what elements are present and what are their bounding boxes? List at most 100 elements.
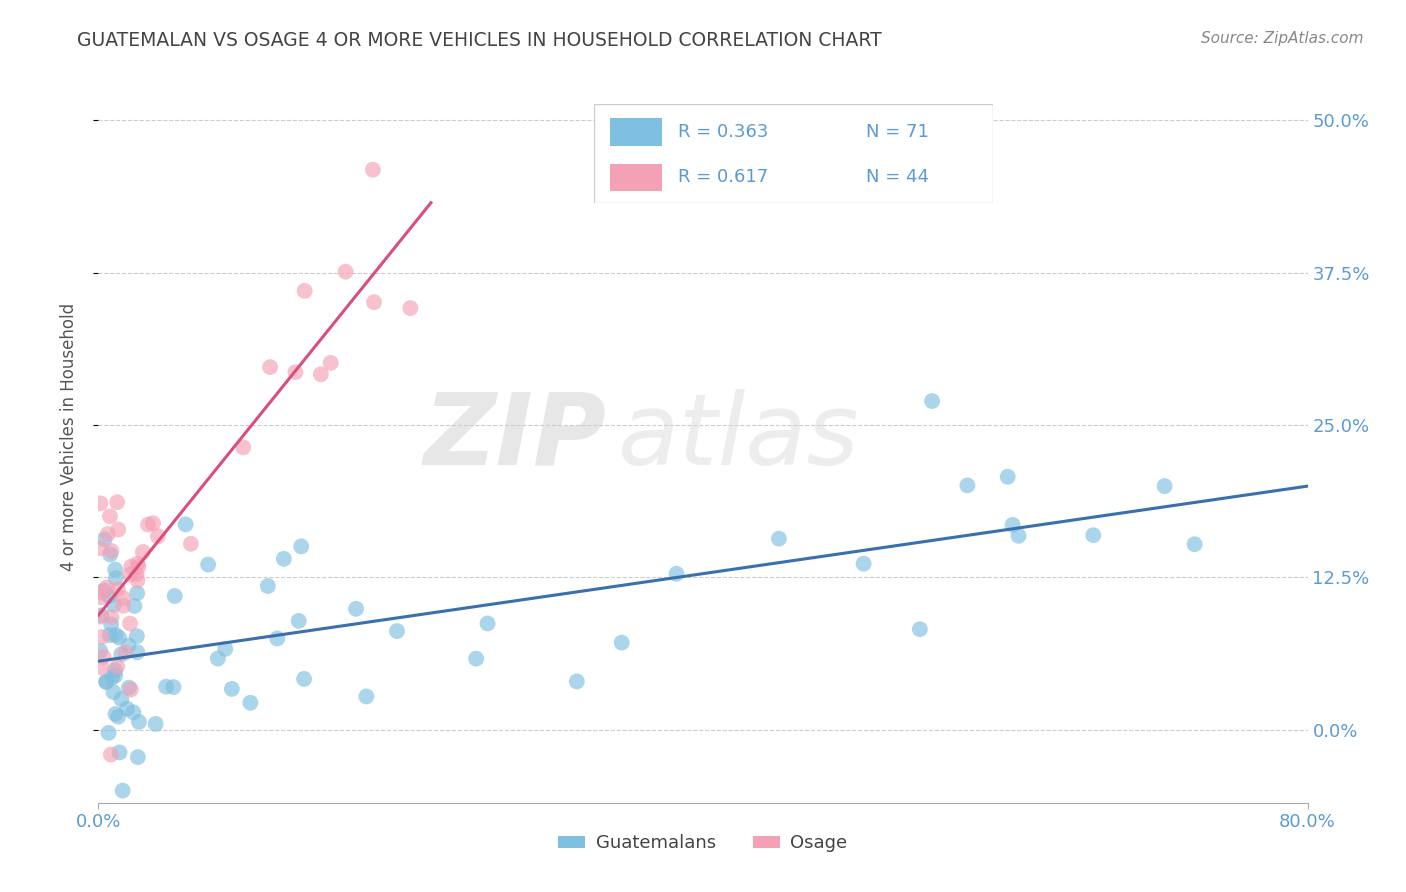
Point [89, 644, 111, 658]
Point [956, 478, 979, 492]
Point [103, 598, 125, 612]
Point [98, 509, 121, 524]
Point [105, 659, 128, 673]
Point [163, 589, 186, 603]
Point [97, 589, 120, 603]
Point [122, 706, 145, 720]
Point [115, 701, 138, 715]
Point [908, 622, 931, 636]
Point [1083, 528, 1105, 542]
Point [294, 284, 316, 298]
Point [96, 674, 118, 689]
Point [221, 681, 243, 696]
Point [90, 630, 112, 644]
Point [197, 558, 219, 572]
Point [118, 616, 141, 631]
Point [97, 726, 120, 740]
Point [120, 559, 142, 574]
Point [239, 696, 262, 710]
Point [127, 645, 149, 659]
Point [287, 614, 309, 628]
Legend: Guatemalans, Osage: Guatemalans, Osage [551, 827, 855, 860]
Point [399, 301, 422, 315]
Point [363, 295, 385, 310]
Point [110, 647, 132, 661]
Point [292, 672, 315, 686]
Point [132, 545, 155, 559]
Point [127, 557, 149, 571]
Point [107, 582, 129, 597]
Point [214, 641, 236, 656]
Point [127, 573, 149, 587]
Point [125, 629, 148, 643]
Point [259, 360, 281, 375]
Point [104, 628, 127, 642]
Point [477, 616, 499, 631]
Point [98, 548, 121, 562]
Point [361, 162, 384, 177]
Y-axis label: 4 or more Vehicles in Household: 4 or more Vehicles in Household [59, 303, 77, 571]
Point [105, 495, 128, 509]
Point [273, 551, 295, 566]
Point [155, 680, 177, 694]
Point [100, 747, 122, 762]
Point [107, 709, 129, 723]
Point [174, 517, 197, 532]
Point [207, 651, 229, 665]
Point [127, 559, 149, 574]
Point [335, 265, 357, 279]
Point [852, 557, 875, 571]
Point [1153, 479, 1175, 493]
Point [290, 540, 312, 554]
Point [145, 717, 167, 731]
Point [356, 690, 378, 704]
Point [1007, 529, 1029, 543]
Point [921, 394, 943, 409]
Point [104, 663, 127, 677]
Point [1184, 537, 1206, 551]
Point [565, 674, 588, 689]
Point [112, 591, 135, 606]
Point [136, 517, 159, 532]
Point [108, 746, 131, 760]
Point [309, 368, 332, 382]
Point [100, 544, 122, 558]
Point [344, 601, 367, 615]
Point [110, 692, 132, 706]
Point [118, 681, 141, 695]
Point [120, 682, 142, 697]
Point [118, 567, 141, 582]
Point [180, 537, 202, 551]
Point [108, 631, 131, 645]
Point [127, 750, 149, 764]
Point [257, 579, 280, 593]
Point [117, 638, 139, 652]
Point [1001, 517, 1024, 532]
Point [90, 608, 112, 623]
Point [266, 632, 288, 646]
Point [97, 527, 120, 541]
Point [104, 571, 127, 585]
Point [124, 599, 146, 613]
Point [610, 635, 633, 649]
Point [93, 649, 115, 664]
Point [93, 583, 115, 598]
Point [768, 532, 790, 546]
Point [100, 610, 122, 624]
Point [112, 599, 135, 613]
Point [96, 674, 118, 689]
Text: Source: ZipAtlas.com: Source: ZipAtlas.com [1201, 31, 1364, 46]
Point [89, 496, 111, 510]
Point [98, 628, 121, 642]
Point [93, 533, 115, 547]
Point [90, 660, 112, 674]
Point [385, 624, 408, 639]
Point [319, 356, 342, 370]
Point [665, 566, 688, 581]
Point [104, 668, 127, 682]
Point [103, 685, 125, 699]
Point [100, 617, 122, 632]
Point [114, 646, 136, 660]
Point [128, 714, 150, 729]
Point [101, 671, 124, 685]
